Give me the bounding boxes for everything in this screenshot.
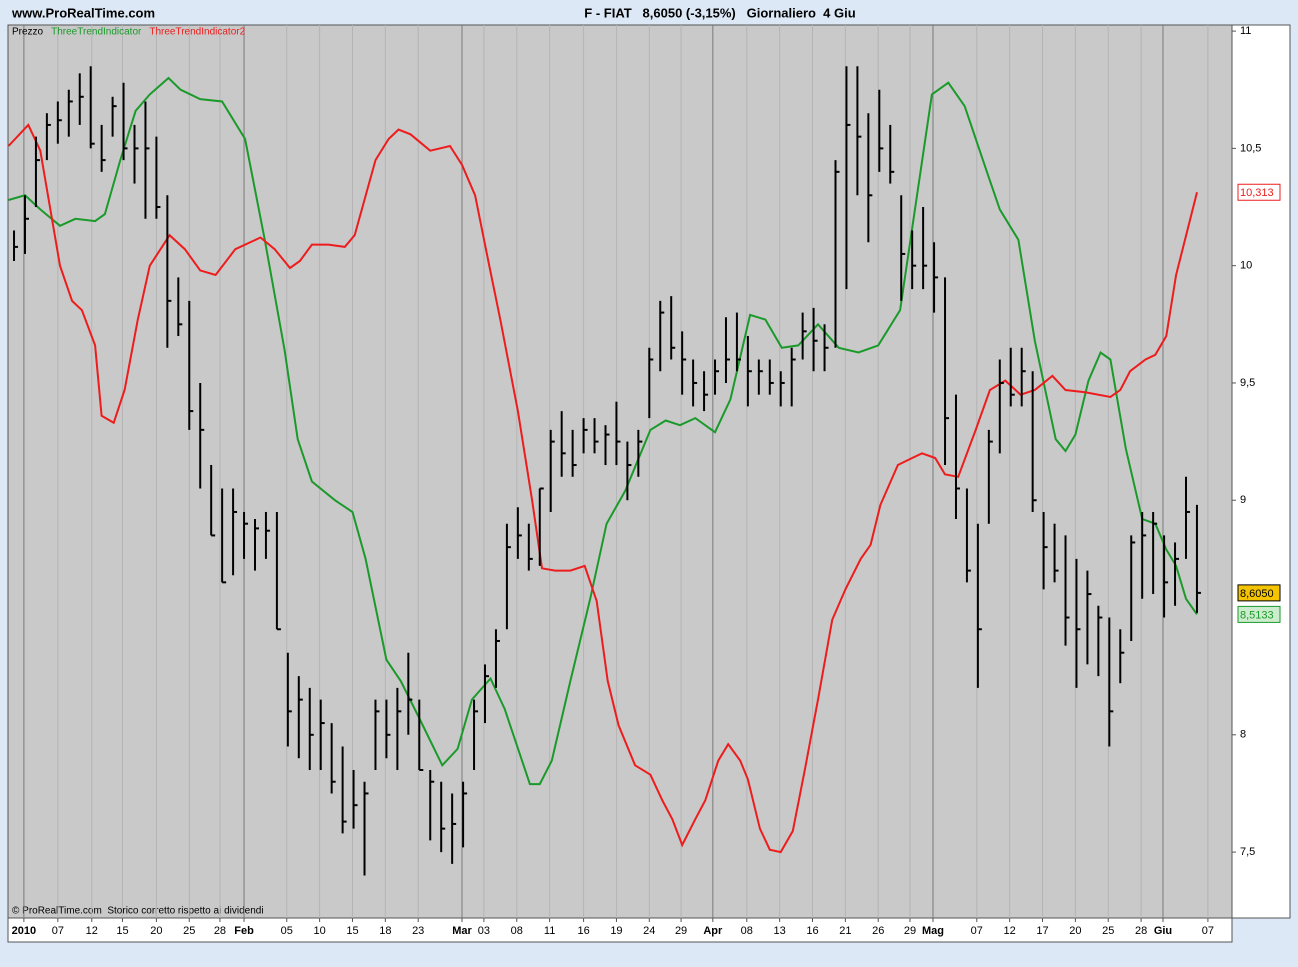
legend-entry: ThreeTrendIndicator: [51, 27, 142, 38]
x-tick-label: 29: [675, 925, 687, 937]
x-axis-area: [7, 917, 1233, 943]
header: www.ProRealTime.com: [11, 5, 155, 20]
last-value-label: 8,6050: [1240, 588, 1274, 600]
x-tick-label: 25: [1102, 925, 1114, 937]
y-tick-label: 10: [1240, 260, 1252, 272]
x-tick-label: Giu: [1154, 925, 1172, 937]
x-tick-label: 19: [610, 925, 622, 937]
x-tick-label: Apr: [703, 925, 723, 937]
x-tick-label: Feb: [234, 925, 254, 937]
x-tick-label: 10: [313, 925, 325, 937]
indicator-line: [8, 76, 1198, 786]
x-tick-label: 03: [478, 925, 490, 937]
x-tick-label: 28: [1135, 925, 1147, 937]
y-tick-label: 8: [1240, 729, 1246, 741]
x-tick-label: 2010: [12, 925, 36, 937]
x-tick-label: 20: [1069, 925, 1081, 937]
x-tick-label: 13: [774, 925, 786, 937]
chart-title: F - FIAT 8,6050 (-3,15%) Giornaliero 4 G…: [584, 5, 855, 20]
x-tick-label: 05: [281, 925, 293, 937]
x-tick-label: 15: [346, 925, 358, 937]
legend-entry: Prezzo: [12, 27, 44, 38]
x-tick-label: 21: [839, 925, 851, 937]
x-tick-label: 08: [511, 925, 523, 937]
y-tick-label: 11: [1240, 25, 1251, 37]
x-tick-label: Mar: [452, 925, 472, 937]
x-tick-label: 25: [183, 925, 195, 937]
x-tick-label: 23: [412, 925, 424, 937]
x-tick-label: 07: [52, 925, 64, 937]
x-tick-label: 24: [643, 925, 655, 937]
footer: © ProRealTime.com Storico corretto rispe…: [12, 906, 264, 917]
x-tick-label: 17: [1036, 925, 1048, 937]
y-tick-label: 7,5: [1240, 846, 1255, 858]
x-tick-label: Mag: [922, 925, 944, 937]
x-tick-label: 08: [741, 925, 753, 937]
x-tick-label: 15: [116, 925, 128, 937]
last-value-label: 8,5133: [1240, 609, 1274, 621]
x-tick-label: 26: [872, 925, 884, 937]
y-tick-label: 9,5: [1240, 377, 1255, 389]
y-tick-label: 10,5: [1240, 142, 1261, 154]
x-tick-label: 12: [1004, 925, 1016, 937]
last-value-box: [1237, 183, 1281, 201]
x-tick-label: 20: [150, 925, 162, 937]
x-tick-label: 18: [379, 925, 391, 937]
y-tick-label: 9: [1240, 494, 1246, 506]
x-tick-label: 28: [214, 925, 226, 937]
indicator-line: [7, 123, 1198, 854]
x-tick-label: 16: [806, 925, 818, 937]
x-tick-label: 11: [544, 925, 555, 937]
legend-entry: ThreeTrendIndicator2: [149, 27, 245, 38]
x-tick-label: 07: [971, 925, 983, 937]
x-tick-label: 12: [86, 925, 98, 937]
x-tick-label: 16: [577, 925, 589, 937]
plot-area: [7, 24, 1233, 919]
x-tick-label: 07: [1202, 925, 1214, 937]
last-value-box: [1237, 605, 1281, 623]
x-tick-label: 29: [904, 925, 916, 937]
last-value-label: 10,313: [1240, 187, 1274, 199]
y-axis-area: [1231, 24, 1291, 919]
last-value-box: [1237, 584, 1281, 602]
